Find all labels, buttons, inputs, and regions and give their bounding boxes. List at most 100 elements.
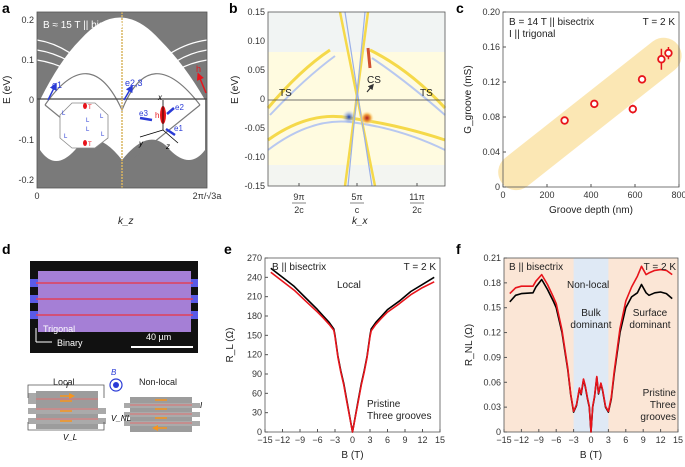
y-tick-label: 0.05 [247,65,265,75]
bismuth-flake [38,271,191,332]
y-tick-label: 0.20 [482,7,500,17]
y-tick-label: -0.10 [244,152,265,162]
trigonal-label: Trigonal [43,324,75,334]
y-tick-label: 0.04 [482,147,500,157]
surface-state-curves [266,11,447,187]
subbands [36,39,208,94]
temperature-annotation: T = 2 K [404,262,437,273]
x-tick-label: 6 [623,435,628,445]
field-annotation: B || bisectrix [272,262,326,273]
y-tick-label: 0.12 [482,77,500,87]
local-voltage-label: V_L [63,433,77,442]
x-tick-numerator: 5π [351,192,362,202]
bulk-dominant-region [573,258,609,432]
panel-label-d: d [2,241,11,257]
e1-label: e1 [174,124,183,133]
x-tick-label: 400 [583,190,598,200]
field-out-of-plane-icon [109,378,123,392]
y-tick-label: 180 [247,311,262,321]
ts-right-label: TS [420,88,433,99]
x-tick-denominator: c [355,205,360,215]
z-axis-label: z [165,142,170,151]
y-tick-label: -0.2 [18,175,34,185]
nonlocal-schematic: I V_NL [111,397,203,432]
x-tick-label: 3 [606,435,611,445]
trend-band [498,37,682,191]
y-axis-label: G_groove (mS) [463,65,474,133]
panel-d-device: Trigonal Binary 40 µm Local Non-local B … [27,261,203,442]
y-tick-label: 60 [252,388,262,398]
y-tick-label: 210 [247,292,262,302]
l-point-label: L [100,114,104,120]
panel-b-ylabel: E (eV) [230,76,241,104]
x-tick-denominator: 2c [412,205,422,215]
brillouin-zone-inset: T T L L L L L L [59,102,109,149]
h-arrow-icon [196,72,207,94]
measurement-label: Non-local [567,280,609,291]
data-point [664,48,673,58]
x-tick-label: 200 [539,190,554,200]
bulk-dominant-label: Bulk dominant [570,308,611,331]
field-annotation: B = 14 T || bisectrix [509,17,594,28]
y-axis-label: R_NL (Ω) [464,324,475,366]
y-tick-label: 0.2 [21,15,34,25]
e1-band-label: e1 [52,80,62,90]
panel-a-ylabel: E (eV) [2,76,13,104]
panel-a-band-structure: B ≈ 15 T || bisectrix T T L L L L L L x … [2,11,221,227]
x-tick-label: 0 [500,190,505,200]
field-annotation: B || bisectrix [509,262,563,273]
field-annotation: B ≈ 15 T || bisectrix [43,20,128,31]
l-point-label: L [101,132,105,138]
y-tick-label: -0.15 [244,181,265,191]
y-tick-label: 0 [496,427,501,437]
y-tick-label: 0.12 [483,328,501,338]
x-tick-label: −6 [312,435,322,445]
y-tick-label: 0.06 [483,377,501,387]
scale-bar-label: 40 µm [146,332,171,342]
e1-arrow-icon [47,82,57,101]
y-tick-label: 150 [247,330,262,340]
y-axis-label: R_L (Ω) [225,328,236,363]
x-tick-label: 600 [627,190,642,200]
plot-frame [36,11,208,189]
x-tick-label: 12 [417,435,427,445]
y-tick-label: 0.15 [247,7,265,17]
y-tick-label: -0.05 [244,123,265,133]
y-tick-label: 0 [29,95,34,105]
x-tick-label: 0 [588,435,593,445]
nonlocal-title: Non-local [139,377,177,387]
crystal-axes-icon [35,328,52,343]
x-tick-label: −9 [295,435,305,445]
l-point-label: L [86,127,90,133]
t-point-label: T [88,142,92,148]
y-tick-label: 0 [260,94,265,104]
x-tick-numerator: 9π [293,192,304,202]
panel-label-f: f [456,241,461,257]
t-point-label: T [88,105,92,111]
x-tick-denominator: 2c [294,205,304,215]
h-label: h [155,111,159,120]
y-tick-label: 240 [247,272,262,282]
y-tick-label: 120 [247,350,262,360]
y-tick-label: 270 [247,253,262,263]
y-tick-label: 0.1 [21,55,34,65]
hole-pocket-icon [83,140,87,146]
x-tick-label: 800 [671,190,685,200]
x-tick-label: 0 [350,435,355,445]
panel-a-axes: 0.20.10-0.1-0.20 2π/√3a [18,11,221,201]
y-tick-label: 0.08 [482,112,500,122]
y-tick-label: -0.1 [18,135,34,145]
x-tick-label: 6 [385,435,390,445]
x-tick-label: 15 [673,435,683,445]
x-tick-label: −3 [568,435,578,445]
x-tick-label: −12 [275,435,290,445]
red-spectral-peak [360,111,374,125]
cs-label: CS [367,75,381,86]
legend-pristine: Pristine [643,388,677,399]
e23-band-label: e2,3 [125,78,143,88]
x-tick-label: −15 [496,435,511,445]
ts-left-label: TS [279,88,292,99]
x-tick-label: −15 [257,435,272,445]
x-tick-label: 12 [656,435,666,445]
data-point [637,75,647,84]
